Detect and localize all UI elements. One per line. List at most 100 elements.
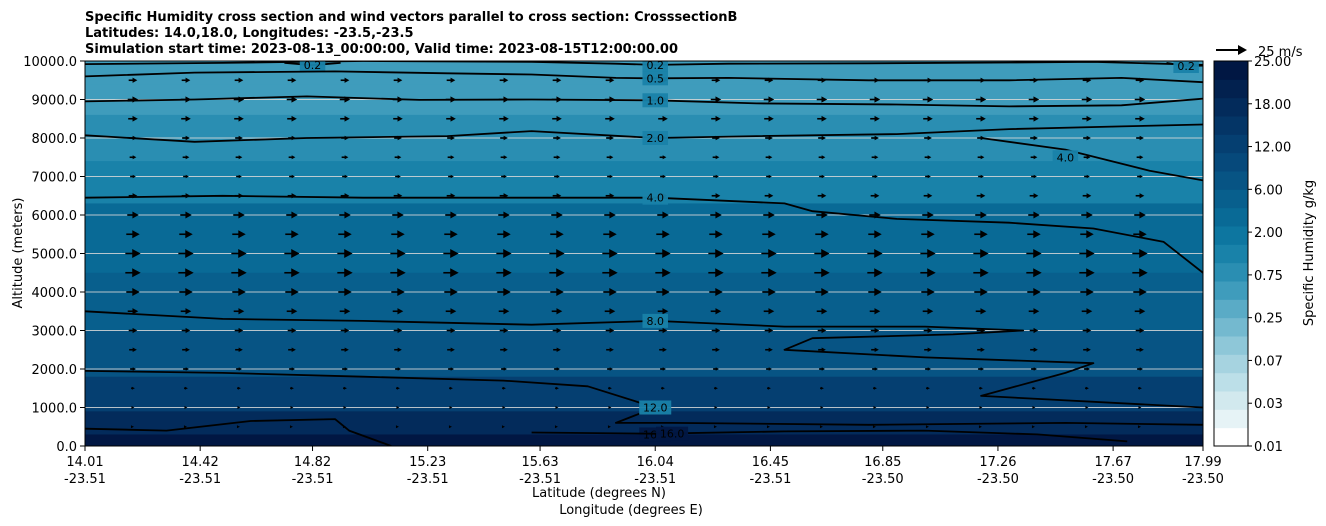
contour-label-group: 4.0 xyxy=(642,190,668,205)
wind-vector xyxy=(394,347,402,353)
wind-arrow-icon xyxy=(397,155,402,160)
wind-arrow-icon xyxy=(290,386,294,390)
colorbar-segment-13 xyxy=(1214,189,1248,209)
wind-arrow-icon xyxy=(609,287,617,297)
wind-vector xyxy=(128,115,138,122)
wind-vector xyxy=(1032,386,1036,390)
wind-arrow-icon xyxy=(715,193,721,199)
y-tick-label: 6000.0 xyxy=(32,209,78,224)
wind-vector xyxy=(1085,406,1089,409)
wind-arrow-icon xyxy=(1086,367,1090,371)
wind-arrow-icon xyxy=(397,308,404,315)
colorbar-segment-16 xyxy=(1214,134,1248,154)
wind-arrow-icon xyxy=(768,155,773,160)
wind-arrow-icon xyxy=(1033,96,1040,103)
wind-arrow-icon xyxy=(927,135,932,141)
quiver-key-label: 25 m/s xyxy=(1258,45,1303,60)
wind-vector xyxy=(1133,287,1147,297)
wind-arrow-icon xyxy=(662,230,670,239)
wind-vector xyxy=(284,249,300,258)
wind-vector xyxy=(978,174,984,179)
colorbar-ticks: 0.01 0.03 0.07 0.25 0.75 2.00 6.00 12.00 18.00 25… xyxy=(1248,55,1291,455)
wind-arrow-icon xyxy=(131,406,135,409)
wind-vector xyxy=(553,155,561,160)
wind-arrow-icon xyxy=(450,308,457,315)
colorbar-segment-19 xyxy=(1214,79,1248,99)
humidity-contours: 0.20.2 0.20.51.02.04.04.08.012.016.016.0 xyxy=(85,61,1203,446)
wind-vector xyxy=(819,174,825,179)
wind-arrow-icon xyxy=(185,287,193,297)
contour-label: 1.0 xyxy=(646,94,664,107)
wind-arrow-icon xyxy=(185,367,189,371)
wind-arrow-icon xyxy=(291,115,297,122)
wind-arrow-icon xyxy=(238,347,243,353)
wind-arrow-icon xyxy=(1139,287,1147,297)
wind-arrow-icon xyxy=(344,347,349,353)
wind-arrow-icon xyxy=(1032,406,1036,409)
wind-arrow-icon xyxy=(662,268,671,278)
contour-line-11 xyxy=(531,429,1128,443)
wind-arrow-icon xyxy=(980,174,984,179)
wind-vector xyxy=(392,308,404,315)
wind-vector xyxy=(763,211,775,219)
wind-vector xyxy=(391,287,405,297)
wind-vector xyxy=(552,115,562,122)
wind-arrow-icon xyxy=(662,174,666,179)
wind-vector xyxy=(500,135,508,141)
contour-label: 16.0 xyxy=(660,428,685,441)
wind-vector xyxy=(393,77,403,83)
colorbar-segment-8 xyxy=(1214,281,1248,300)
wind-vector xyxy=(1032,406,1036,409)
wind-arrow-icon xyxy=(767,406,771,409)
colorbar-segment-10 xyxy=(1214,244,1248,264)
wind-arrow-icon xyxy=(715,155,720,160)
wind-arrow-icon xyxy=(1086,115,1092,122)
colorbar-tick-label: 12.00 xyxy=(1254,141,1291,156)
wind-arrow-icon xyxy=(503,155,508,160)
wind-vector xyxy=(501,425,505,429)
wind-vector xyxy=(872,367,878,371)
wind-vector xyxy=(871,135,879,141)
colorbar-segment-14 xyxy=(1214,171,1248,190)
wind-arrow-icon xyxy=(821,193,827,199)
wind-arrow-icon xyxy=(609,308,616,315)
wind-vector xyxy=(1083,155,1091,160)
wind-vector xyxy=(289,367,295,371)
wind-arrow-icon xyxy=(397,268,406,278)
colorbar-tick-label: 0.01 xyxy=(1254,440,1283,455)
wind-vector xyxy=(1082,327,1092,334)
wind-vector xyxy=(447,347,455,353)
colorbar-tick-label: 0.75 xyxy=(1254,269,1283,284)
wind-arrow-icon xyxy=(450,287,458,297)
wind-arrow-icon xyxy=(185,174,189,179)
y-tick-label: 10000.0 xyxy=(23,55,77,70)
wind-arrow-icon xyxy=(715,268,724,278)
wind-arrow-icon xyxy=(503,135,508,141)
wind-vector xyxy=(231,249,247,258)
contour-label-group: 4.0 xyxy=(1052,150,1079,165)
wind-vector xyxy=(184,406,188,409)
wind-vector xyxy=(657,211,669,219)
colorbar-segment-9 xyxy=(1214,262,1248,282)
wind-vector xyxy=(286,211,298,219)
wind-arrow-icon xyxy=(132,249,141,258)
wind-arrow-icon xyxy=(1139,135,1144,141)
wind-arrow-icon xyxy=(1033,230,1041,239)
wind-arrow-icon xyxy=(344,287,352,297)
wind-vector xyxy=(924,155,932,160)
wind-vector xyxy=(1134,211,1146,219)
wind-vector xyxy=(343,406,347,409)
wind-vector xyxy=(500,347,508,353)
wind-arrow-icon xyxy=(768,135,773,141)
wind-vector xyxy=(713,425,717,429)
wind-arrow-icon xyxy=(874,308,881,315)
wind-vector xyxy=(816,308,828,315)
wind-vector xyxy=(766,425,770,429)
wind-vector xyxy=(1134,96,1146,103)
wind-vector xyxy=(711,77,721,83)
wind-arrow-icon xyxy=(344,211,351,219)
wind-vector xyxy=(658,327,668,334)
wind-arrow-icon xyxy=(768,211,775,219)
wind-arrow-icon xyxy=(927,155,932,160)
wind-vector xyxy=(608,406,612,409)
